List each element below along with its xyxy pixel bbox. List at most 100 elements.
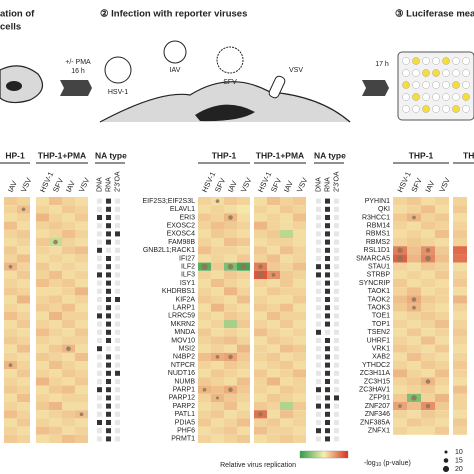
heatmap-cell <box>17 328 30 337</box>
heatmap-cell <box>421 328 435 337</box>
gene-label: ZC3H11A <box>360 370 391 377</box>
heatmap-cell <box>293 434 306 443</box>
heatmap-cell <box>267 295 280 304</box>
time-label: 17 h <box>375 61 389 68</box>
significance-dot <box>257 272 264 278</box>
well <box>442 81 450 89</box>
heatmap-cell <box>267 410 280 419</box>
heatmap-cell <box>62 295 75 304</box>
heatmap-cell <box>211 205 224 214</box>
heatmap-cell <box>421 279 435 288</box>
significance-dot <box>215 396 220 400</box>
na-marker <box>97 256 102 261</box>
heatmap-cell <box>293 320 306 329</box>
heatmap-cell <box>435 377 449 386</box>
na-marker <box>316 288 321 294</box>
heatmap-cell <box>36 270 49 279</box>
heatmap-cell <box>280 205 293 214</box>
significance-dot <box>396 255 404 262</box>
na-marker <box>316 198 321 204</box>
heatmap-cell <box>224 410 237 419</box>
na-marker <box>316 256 321 261</box>
heatmap-cell <box>36 352 49 361</box>
heatmap-cell <box>36 426 49 435</box>
na-marker <box>106 215 111 220</box>
na-marker <box>115 280 120 286</box>
heatmap-cell <box>211 238 224 247</box>
na-marker <box>97 354 102 360</box>
heatmap-cell <box>36 336 49 345</box>
heatmap-cell <box>36 287 49 296</box>
heatmap-cell <box>198 320 211 329</box>
legend-title: 10 <box>376 462 382 468</box>
heatmap-cell <box>280 369 293 378</box>
heatmap-cell <box>211 213 224 222</box>
heatmap-cell <box>421 295 435 304</box>
heatmap-cell <box>293 238 306 247</box>
significance-dot <box>411 395 417 401</box>
heatmap-cell <box>280 377 293 386</box>
heatmap-cell <box>435 279 449 288</box>
heatmap-cell <box>407 320 421 329</box>
heatmap-cell <box>224 402 237 411</box>
na-marker <box>106 256 111 261</box>
na-marker <box>97 288 102 294</box>
heatmap-cell <box>198 434 211 443</box>
heatmap-cell <box>280 213 293 222</box>
heatmap-cell <box>224 393 237 402</box>
heatmap-cell <box>254 197 267 206</box>
heatmap-cell <box>237 385 250 394</box>
heatmap-cell <box>4 402 17 411</box>
heatmap-cell <box>4 328 17 337</box>
na-marker <box>334 305 339 311</box>
gene-label: N4BP2 <box>173 354 195 361</box>
gene-label: RBMS2 <box>366 239 390 246</box>
heatmap-cell <box>62 238 75 247</box>
na-marker <box>115 198 120 204</box>
na-marker <box>316 280 321 286</box>
heatmap-cell <box>224 270 237 279</box>
heatmap-cell <box>393 320 407 329</box>
heatmap-cell <box>280 246 293 255</box>
heatmap-cell <box>17 262 30 271</box>
heatmap-cell <box>254 328 267 337</box>
na-marker <box>115 411 120 417</box>
heatmap-cell <box>254 393 267 402</box>
heatmap-cell <box>254 205 267 214</box>
heatmap-cell <box>211 221 224 230</box>
heatmap-cell <box>4 311 17 320</box>
na-marker <box>325 247 330 253</box>
heatmap-cell <box>453 344 467 353</box>
na-marker <box>325 313 330 319</box>
na-marker <box>97 198 102 204</box>
heatmap-cell <box>393 344 407 353</box>
legend-dot-label: 15 <box>455 457 463 464</box>
heatmap-cell <box>293 262 306 271</box>
heatmap-cell <box>435 352 449 361</box>
heatmap-cell <box>267 238 280 247</box>
heatmap-cell <box>224 254 237 263</box>
significance-dot <box>228 215 233 220</box>
heatmap-cell <box>49 361 62 370</box>
legend-dot-label: 20 <box>455 466 463 473</box>
heatmap-cell <box>407 270 421 279</box>
heatmap-cell <box>62 361 75 370</box>
heatmap-cell <box>198 246 211 255</box>
heatmap-cell <box>198 311 211 320</box>
na-marker <box>106 420 111 425</box>
heatmap-cell <box>49 418 62 427</box>
gene-label: MOV10 <box>171 337 195 344</box>
heatmap-cell <box>198 352 211 361</box>
na-marker <box>97 436 102 442</box>
well <box>452 81 460 89</box>
heatmap-cell <box>293 205 306 214</box>
na-marker <box>334 272 339 278</box>
heatmap-cell <box>36 320 49 329</box>
na-marker <box>334 239 339 245</box>
column-label: SFV <box>51 177 65 194</box>
na-marker <box>97 403 102 409</box>
na-marker <box>316 247 321 253</box>
heatmap-cell <box>224 205 237 214</box>
heatmap-cell <box>49 328 62 337</box>
legend-title: (p-value) <box>381 460 411 467</box>
